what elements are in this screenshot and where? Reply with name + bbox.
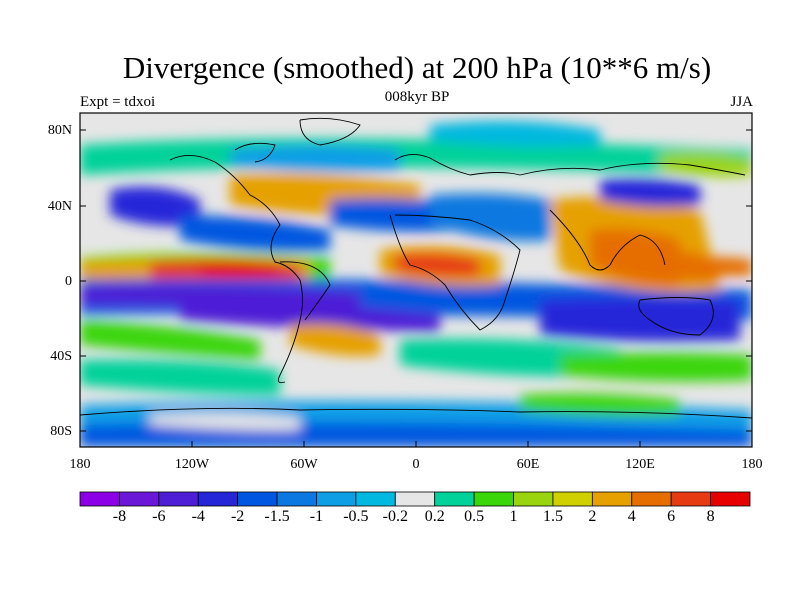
colorbar-swatch [552,491,593,507]
colorbar-label: -6 [152,508,166,525]
field-blob [560,352,752,382]
colorbar-swatch [473,491,514,507]
colorbar-label: 0.2 [424,508,445,525]
lat-tick-label: 0 [65,274,72,289]
colorbar-label: -2 [230,508,245,525]
colorbar-swatch [631,491,672,507]
lat-tick-label: 80N [47,123,72,138]
colorbar-label: -1 [309,508,324,525]
colorbar-label: -0.2 [382,508,408,525]
lon-tick-label: 60W [290,457,318,472]
colorbar-label: -8 [112,508,127,525]
colorbar-swatch [710,491,751,507]
lon-tick-label: 60E [516,457,540,472]
field-blob [150,413,300,431]
field-blob [230,145,400,172]
lon-tick-label: 0 [412,457,420,472]
colorbar-swatch [513,491,554,507]
chart-subtitle: 008kyr BP [384,89,450,105]
lon-tick-label: 180 [741,457,763,472]
field-blob [600,178,700,207]
colorbar-label: 1.5 [542,508,563,525]
colorbar-label: -1.5 [264,508,290,525]
lon-tick-label: 120W [174,457,210,472]
colorbar-label: 2 [588,508,597,525]
colorbar [79,491,751,507]
colorbar-swatch [316,491,357,507]
map-field [80,113,752,447]
colorbar-swatch [670,491,711,507]
colorbar-label: 6 [667,508,676,525]
chart-title: Divergence (smoothed) at 200 hPa (10**6 … [122,50,712,85]
colorbar-label: 4 [627,508,636,525]
colorbar-label: -4 [191,508,205,525]
colorbar-label: 1 [509,508,518,525]
season-label: JJA [730,94,753,110]
colorbar-swatch [197,491,239,507]
lat-tick-label: 40S [50,349,72,364]
field-blob [540,297,740,342]
field-blob [180,215,330,252]
colorbar-swatch [434,491,475,507]
lat-tick-label: 40N [47,199,72,214]
field-blob [110,186,200,227]
field-blob [430,121,600,147]
colorbar-swatch [119,491,160,507]
experiment-label: Expt = tdxoi [80,94,156,110]
colorbar-swatch [394,491,436,507]
lon-tick-label: 120E [625,457,655,472]
colorbar-swatch [237,491,278,507]
field-blob [520,393,680,416]
field-blob [80,320,260,360]
field-blob [395,253,480,277]
colorbar-swatch [276,491,317,507]
field-blob [660,153,752,177]
lon-tick-label: 180 [69,457,91,472]
field-blob [430,193,550,241]
colorbar-swatch [355,491,396,507]
field-blob [80,359,280,395]
field-blob [180,300,440,332]
colorbar-label: 0.5 [464,508,485,525]
colorbar-swatch [79,491,120,507]
lat-tick-label: 80S [50,424,72,439]
field-blob [200,262,280,280]
colorbar-label: -0.5 [343,508,369,525]
colorbar-label: 8 [706,508,715,525]
coastlines [80,117,752,419]
field-blob [690,256,752,276]
colorbar-swatch [158,491,199,507]
axis-ticks [80,129,752,447]
field-blob [290,323,380,357]
colorbar-swatch [591,491,633,507]
